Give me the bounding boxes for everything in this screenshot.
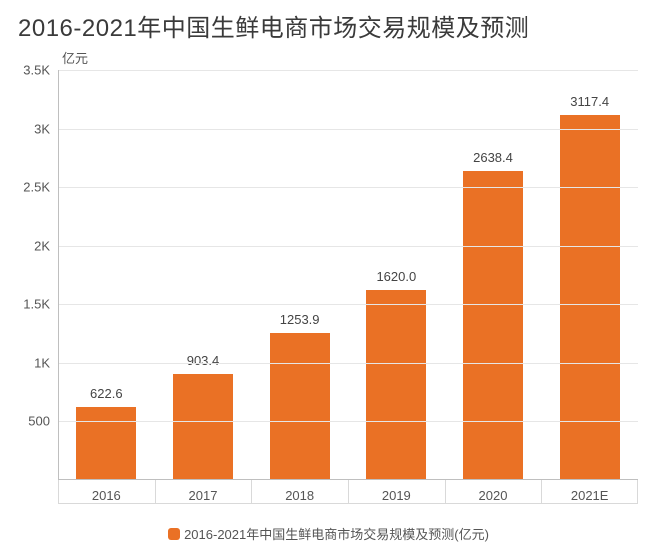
y-tick-label: 3.5K [23, 63, 50, 78]
y-tick-label: 1.5K [23, 297, 50, 312]
chart-container: 2016-2021年中国生鲜电商市场交易规模及预测 亿元 622.6 903.4 1… [0, 0, 657, 551]
gridline [58, 187, 638, 188]
x-tick-label: 2020 [479, 488, 508, 503]
y-tick-label: 2.5K [23, 180, 50, 195]
gridline [58, 304, 638, 305]
plot-area: 622.6903.41253.91620.02638.43117.4 5001K… [58, 70, 638, 480]
bar: 3117.4 [560, 115, 620, 480]
gridline [58, 70, 638, 71]
bar-value-label: 3117.4 [560, 94, 620, 109]
x-tick-label: 2018 [285, 488, 314, 503]
bar-value-label: 1253.9 [270, 312, 330, 327]
x-tick [251, 480, 252, 504]
gridline [58, 363, 638, 364]
bar-value-label: 622.6 [76, 386, 136, 401]
bars-layer: 622.6 903.4 1253.9 1620.0 2638.4 3117.4 [58, 70, 638, 480]
x-tick [541, 480, 542, 504]
x-tick-label: 2016 [92, 488, 121, 503]
legend-text: 2016-2021年中国生鲜电商市场交易规模及预测(亿元) [184, 527, 489, 542]
bar: 2638.4 [463, 171, 523, 480]
bar: 622.6 [76, 407, 136, 480]
x-tick-label: 2019 [382, 488, 411, 503]
y-tick-label: 3K [34, 121, 50, 136]
bar: 1620.0 [366, 290, 426, 480]
x-tick [445, 480, 446, 504]
gridline [58, 421, 638, 422]
y-tick-label: 1K [34, 355, 50, 370]
gridline [58, 246, 638, 247]
bar: 1253.9 [270, 333, 330, 480]
y-axis-unit-label: 亿元 [62, 48, 88, 67]
y-tick-label: 2K [34, 238, 50, 253]
x-tick [155, 480, 156, 504]
gridline [58, 129, 638, 130]
x-tick [348, 480, 349, 504]
bar-value-label: 903.4 [173, 353, 233, 368]
bar-value-label: 1620.0 [366, 269, 426, 284]
bar: 903.4 [173, 374, 233, 480]
y-tick-label: 500 [28, 414, 50, 429]
chart-title: 2016-2021年中国生鲜电商市场交易规模及预测 [18, 8, 529, 43]
x-tick-label: 2017 [189, 488, 218, 503]
legend-swatch [168, 528, 180, 540]
y-axis-line [58, 70, 59, 480]
x-tick-label: 2021E [571, 488, 609, 503]
legend: 2016-2021年中国生鲜电商市场交易规模及预测(亿元) [0, 524, 657, 543]
bar-value-label: 2638.4 [463, 150, 523, 165]
